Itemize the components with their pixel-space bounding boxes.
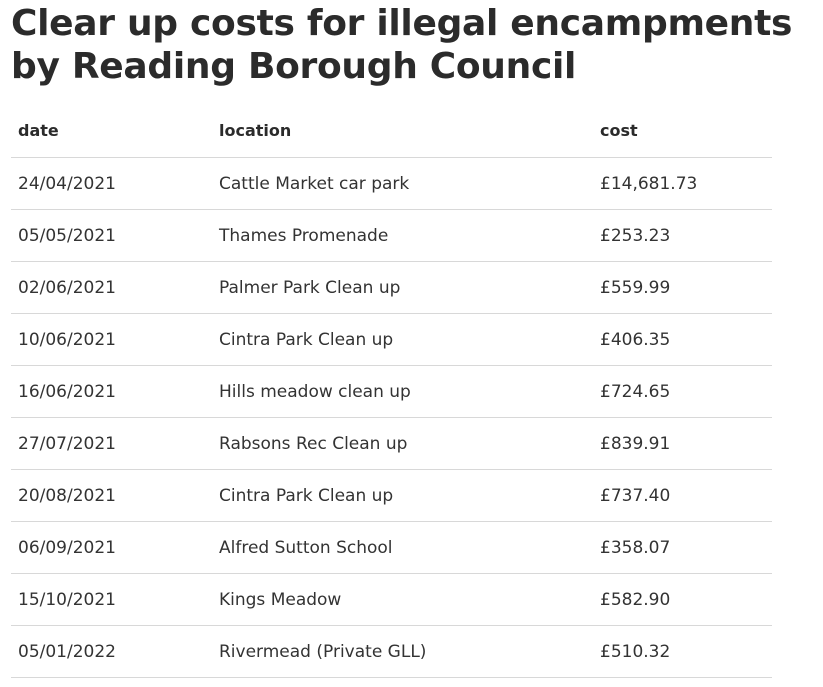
table-row: 10/06/2021 Cintra Park Clean up £406.35: [11, 313, 772, 366]
cell-cost: £510.32: [593, 625, 772, 678]
table-header-row: date location cost: [11, 103, 772, 158]
table-row: 02/06/2021 Palmer Park Clean up £559.99: [11, 261, 772, 314]
cell-date: 15/10/2021: [11, 573, 212, 626]
column-header-date: date: [11, 103, 212, 158]
cell-date: 20/08/2021: [11, 469, 212, 522]
cell-date: 05/05/2021: [11, 209, 212, 262]
cell-location: Rivermead (Private GLL): [212, 625, 593, 678]
cell-location: Kings Meadow: [212, 573, 593, 626]
cell-location: Palmer Park Clean up: [212, 261, 593, 314]
costs-table-container: date location cost 24/04/2021 Cattle Mar…: [11, 103, 772, 678]
cell-date: 10/06/2021: [11, 313, 212, 366]
cell-date: 27/07/2021: [11, 417, 212, 470]
cell-cost: £406.35: [593, 313, 772, 366]
table-row: 06/09/2021 Alfred Sutton School £358.07: [11, 521, 772, 574]
cell-cost: £559.99: [593, 261, 772, 314]
cell-location: Rabsons Rec Clean up: [212, 417, 593, 470]
column-header-location: location: [212, 103, 593, 158]
table-row: 24/04/2021 Cattle Market car park £14,68…: [11, 157, 772, 210]
cell-date: 06/09/2021: [11, 521, 212, 574]
column-header-cost: cost: [593, 103, 772, 158]
cell-date: 02/06/2021: [11, 261, 212, 314]
cell-location: Hills meadow clean up: [212, 365, 593, 418]
cell-date: 05/01/2022: [11, 625, 212, 678]
cell-cost: £253.23: [593, 209, 772, 262]
table-row: 05/01/2022 Rivermead (Private GLL) £510.…: [11, 625, 772, 678]
cell-location: Alfred Sutton School: [212, 521, 593, 574]
table-row: 27/07/2021 Rabsons Rec Clean up £839.91: [11, 417, 772, 470]
cell-location: Cintra Park Clean up: [212, 313, 593, 366]
cell-date: 24/04/2021: [11, 157, 212, 210]
cell-cost: £839.91: [593, 417, 772, 470]
cell-location: Cattle Market car park: [212, 157, 593, 210]
table-row: 20/08/2021 Cintra Park Clean up £737.40: [11, 469, 772, 522]
costs-table: date location cost 24/04/2021 Cattle Mar…: [11, 103, 772, 678]
cell-cost: £737.40: [593, 469, 772, 522]
cell-location: Thames Promenade: [212, 209, 593, 262]
cell-cost: £582.90: [593, 573, 772, 626]
table-row: 15/10/2021 Kings Meadow £582.90: [11, 573, 772, 626]
cell-cost: £14,681.73: [593, 157, 772, 210]
cell-date: 16/06/2021: [11, 365, 212, 418]
table-row: 16/06/2021 Hills meadow clean up £724.65: [11, 365, 772, 418]
cell-location: Cintra Park Clean up: [212, 469, 593, 522]
table-row: 05/05/2021 Thames Promenade £253.23: [11, 209, 772, 262]
page-title: Clear up costs for illegal encampments b…: [11, 3, 793, 87]
cell-cost: £358.07: [593, 521, 772, 574]
cell-cost: £724.65: [593, 365, 772, 418]
